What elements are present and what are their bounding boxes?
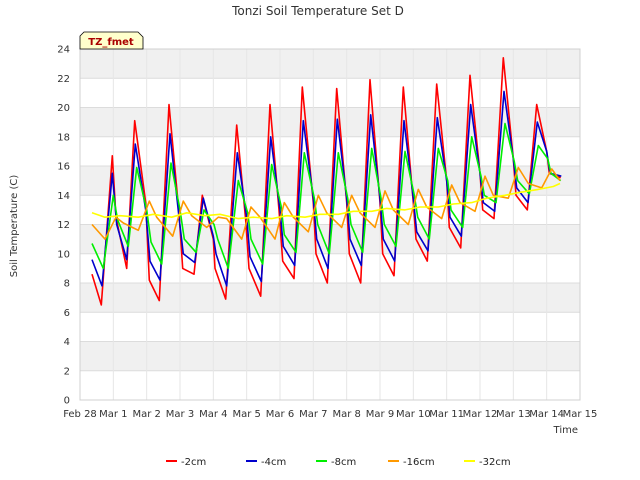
x-tick-label: Mar 1	[99, 409, 127, 420]
x-tick-label: Feb 28	[63, 409, 97, 420]
legend-label: -8cm	[331, 457, 356, 468]
legend-label: -4cm	[261, 457, 286, 468]
x-tick-label: Mar 8	[332, 409, 360, 420]
x-tick-label: Mar 4	[199, 409, 227, 420]
series-line-m8cm	[91, 122, 562, 270]
series-line-m4cm	[91, 90, 562, 287]
y-axis-label: Soil Temperature (C)	[9, 175, 20, 278]
series-line-m2cm	[91, 56, 561, 306]
legend-label: -16cm	[403, 457, 435, 468]
x-tick-label: Mar 14	[529, 409, 564, 420]
x-tick-label: Mar 9	[366, 409, 394, 420]
x-tick-label: Mar 7	[299, 409, 327, 420]
y-tick-label: 4	[64, 337, 70, 348]
series-layer	[91, 56, 562, 306]
legend-label: -32cm	[479, 457, 511, 468]
series-line-m16cm	[91, 166, 561, 240]
plot-band	[80, 49, 580, 79]
legend-label: -2cm	[181, 457, 206, 468]
x-tick-label: Mar 10	[396, 409, 431, 420]
x-tick-label: Mar 13	[496, 409, 531, 420]
y-tick-label: 24	[57, 45, 70, 56]
y-tick-label: 16	[57, 162, 70, 173]
x-tick-label: Mar 3	[166, 409, 194, 420]
y-tick-label: 18	[57, 132, 70, 143]
legend: -2cm -4cm -8cm -16cm -32cm	[166, 457, 511, 468]
x-tick-label: Mar 2	[132, 409, 160, 420]
badge: TZ_fmet	[79, 31, 144, 50]
y-tick-label: 20	[57, 103, 70, 114]
x-tick-label: Mar 15	[563, 409, 598, 420]
y-tick-label: 14	[57, 191, 70, 202]
x-tick-label: Mar 5	[232, 409, 260, 420]
y-tick-label: 6	[64, 308, 70, 319]
plot-band	[80, 283, 580, 313]
plot-band	[80, 341, 580, 371]
plot-border	[79, 48, 581, 401]
plot-band	[80, 107, 580, 137]
y-tick-label: 2	[64, 366, 70, 377]
y-tick-label: 22	[57, 74, 70, 85]
x-tick-label: Mar 6	[266, 409, 294, 420]
y-tick-label: 8	[64, 279, 70, 290]
badge-label: TZ_fmet	[88, 37, 134, 48]
chart-title: Tonzi Soil Temperature Set D	[231, 4, 404, 18]
plot-band	[80, 166, 580, 196]
y-tick-label: 12	[57, 220, 70, 231]
series-line-m32cm	[91, 182, 561, 220]
x-axis-label: Time	[553, 425, 578, 436]
badge-box	[79, 31, 144, 50]
y-tick-label: 0	[64, 396, 70, 407]
x-tick-label: Mar 11	[429, 409, 464, 420]
y-tick-label: 10	[57, 249, 70, 260]
x-tick-label: Mar 12	[463, 409, 498, 420]
